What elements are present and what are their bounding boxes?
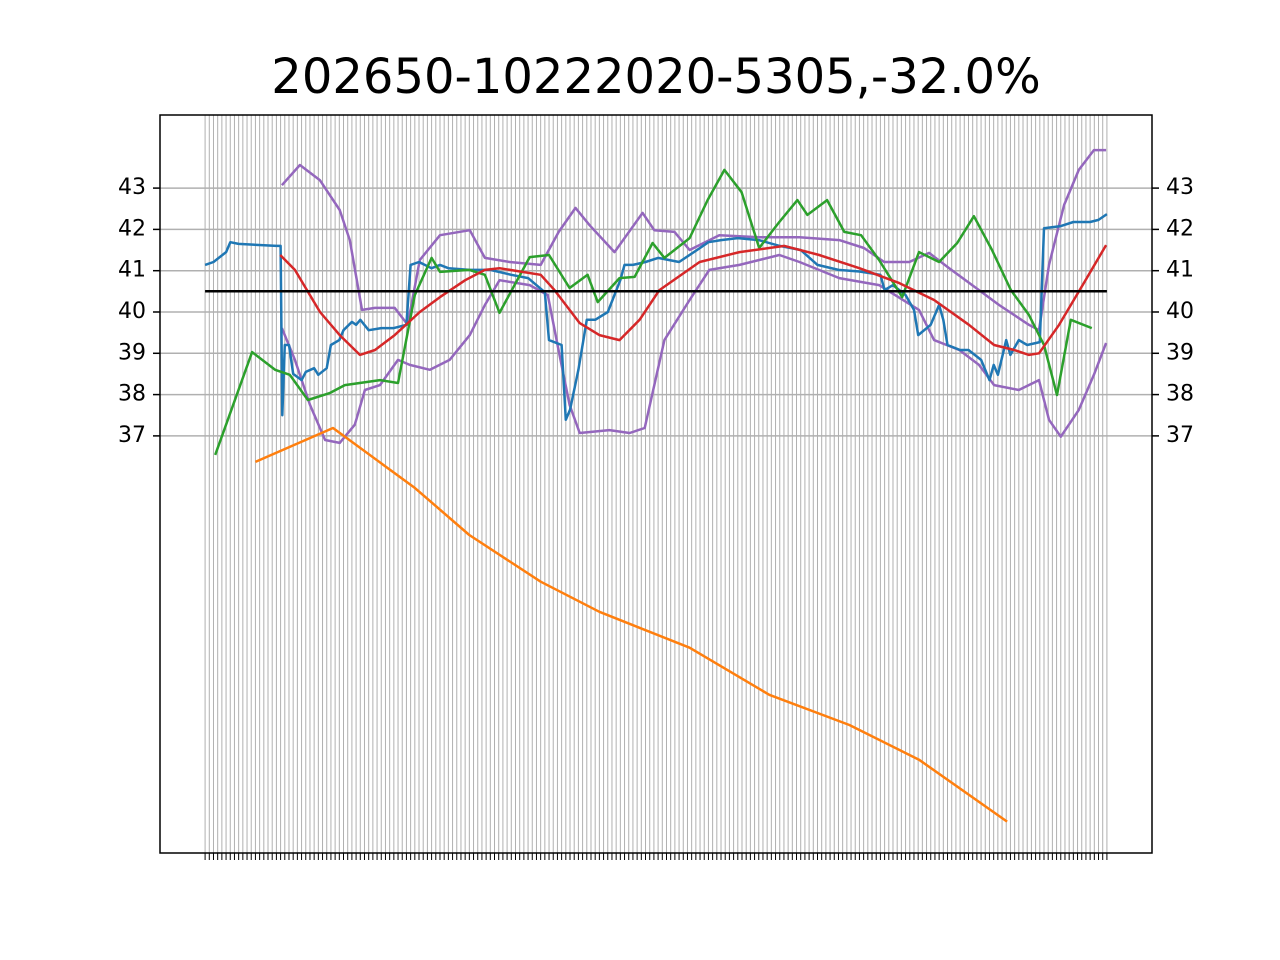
series-line [214,168,1093,456]
y-tick-label: 42 [118,216,146,241]
y2-tick-label: 37 [1166,423,1194,448]
y-tick-label: 41 [118,258,146,283]
y-tick-label: 38 [118,382,146,407]
axes-frame [159,114,1153,854]
y2-tick-label: 40 [1166,299,1194,324]
y2-tick-label: 43 [1166,175,1194,200]
lines [204,148,1108,823]
grid [160,115,1152,853]
series-line [254,426,1008,823]
chart-title: 202650-10222020-5305,-32.0% [271,49,1040,105]
y2-tick-label: 42 [1166,216,1194,241]
series-line [280,148,1107,332]
y2-tick-label: 39 [1166,340,1194,365]
y2-tick-label: 38 [1166,382,1194,407]
y2-tick-label: 41 [1166,258,1194,283]
y-tick-label: 43 [118,175,146,200]
series-line [204,213,1108,422]
y-tick-label: 37 [118,423,146,448]
y-tick-label: 39 [118,340,146,365]
y-tick-label: 40 [118,299,146,324]
series-line [279,244,1108,357]
